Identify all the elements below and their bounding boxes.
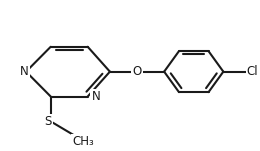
Text: O: O [132,65,142,78]
Text: Cl: Cl [247,65,258,78]
Text: N: N [20,65,29,78]
Text: CH₃: CH₃ [72,135,94,148]
Text: N: N [92,90,100,103]
Text: S: S [44,115,52,128]
